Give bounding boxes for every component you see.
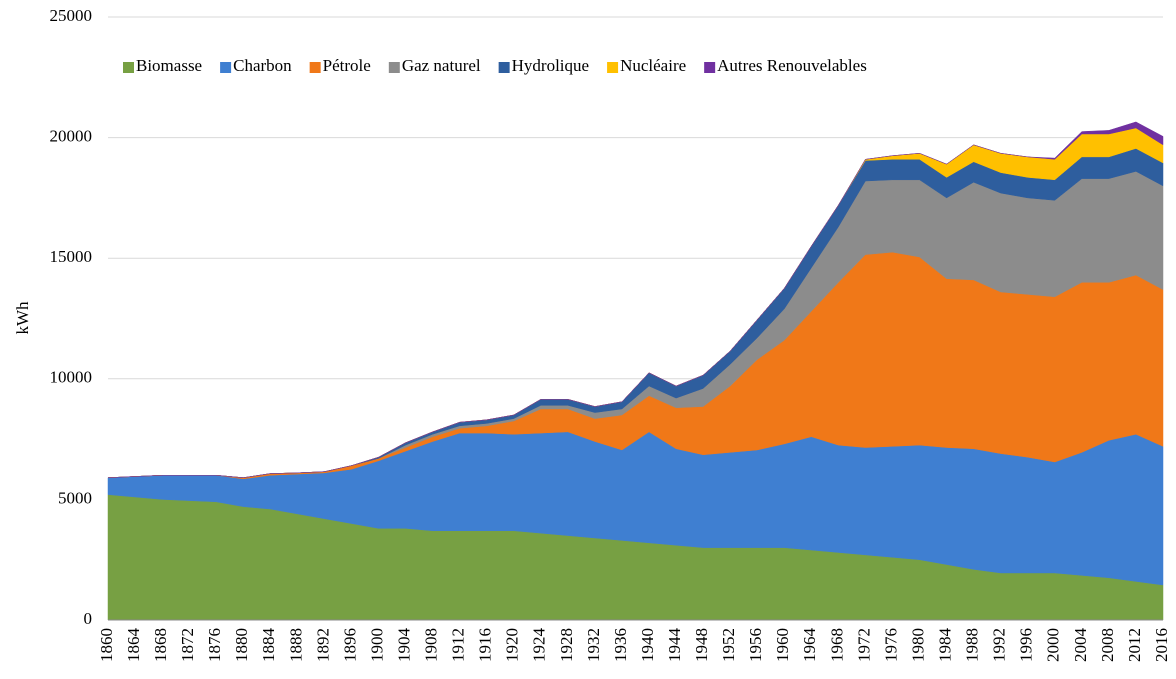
x-tick-label: 1976 [881, 628, 900, 662]
x-tick-label: 1940 [638, 628, 657, 662]
x-tick-label: 1944 [665, 628, 684, 663]
legend-label: Hydrolique [512, 56, 589, 75]
x-tick-label: 1860 [97, 628, 116, 662]
legend-swatch [388, 62, 400, 73]
x-tick-label: 1980 [908, 628, 927, 662]
legend-swatch [607, 62, 619, 73]
x-tick-label: 1908 [422, 628, 441, 662]
y-tick-label: 25000 [50, 6, 93, 25]
x-tick-label: 1900 [367, 628, 386, 662]
x-tick-label: 1912 [449, 628, 468, 662]
x-tick-label: 2004 [1071, 628, 1090, 663]
legend-label: Biomasse [136, 56, 202, 75]
x-tick-label: 1956 [746, 628, 765, 662]
legend-label: Gaz naturel [402, 56, 481, 75]
x-tick-label: 1996 [1017, 628, 1036, 662]
legend-swatch [220, 62, 232, 73]
x-tick-label: 1960 [773, 628, 792, 662]
legend-swatch [704, 62, 716, 73]
x-tick-label: 1968 [827, 628, 846, 662]
y-tick-label: 0 [84, 609, 93, 628]
x-tick-label: 2016 [1152, 628, 1171, 662]
legend-swatch [309, 62, 321, 73]
y-axis-label: kWh [13, 301, 32, 335]
x-tick-label: 1992 [990, 628, 1009, 662]
x-tick-label: 1916 [476, 628, 495, 662]
x-tick-label: 1904 [394, 628, 413, 663]
legend-label: Charbon [233, 56, 292, 75]
x-tick-label: 1948 [692, 628, 711, 662]
legend-label: Autres Renouvelables [717, 56, 867, 75]
x-tick-label: 1936 [611, 628, 630, 662]
x-tick-label: 1872 [178, 628, 197, 662]
x-tick-label: 1928 [557, 628, 576, 662]
y-tick-label: 15000 [50, 247, 93, 266]
x-tick-label: 1988 [963, 628, 982, 662]
x-tick-label: 1884 [259, 628, 278, 663]
x-tick-label: 2012 [1125, 628, 1144, 662]
x-tick-label: 1952 [719, 628, 738, 662]
x-tick-label: 1920 [503, 628, 522, 662]
legend-label: Pétrole [323, 56, 371, 75]
x-tick-label: 1880 [232, 628, 251, 662]
y-tick-label: 20000 [50, 127, 93, 146]
x-tick-label: 1892 [313, 628, 332, 662]
x-tick-label: 1896 [340, 628, 359, 662]
x-tick-label: 1864 [124, 628, 143, 663]
y-tick-label: 10000 [50, 368, 93, 387]
legend-swatch [123, 62, 134, 73]
x-tick-label: 1984 [935, 628, 954, 663]
x-tick-label: 1972 [854, 628, 873, 662]
x-tick-label: 1876 [205, 628, 224, 662]
legend-swatch [498, 62, 510, 73]
x-tick-label: 2008 [1098, 628, 1117, 662]
x-tick-label: 1932 [584, 628, 603, 662]
x-tick-label: 1888 [286, 628, 305, 662]
legend-label: Nucléaire [620, 56, 686, 75]
x-tick-label: 2000 [1044, 628, 1063, 662]
area [107, 121, 1164, 478]
x-tick-label: 1924 [530, 628, 549, 663]
x-tick-label: 1868 [151, 628, 170, 662]
x-tick-label: 1964 [800, 628, 819, 663]
y-tick-label: 5000 [58, 488, 92, 507]
